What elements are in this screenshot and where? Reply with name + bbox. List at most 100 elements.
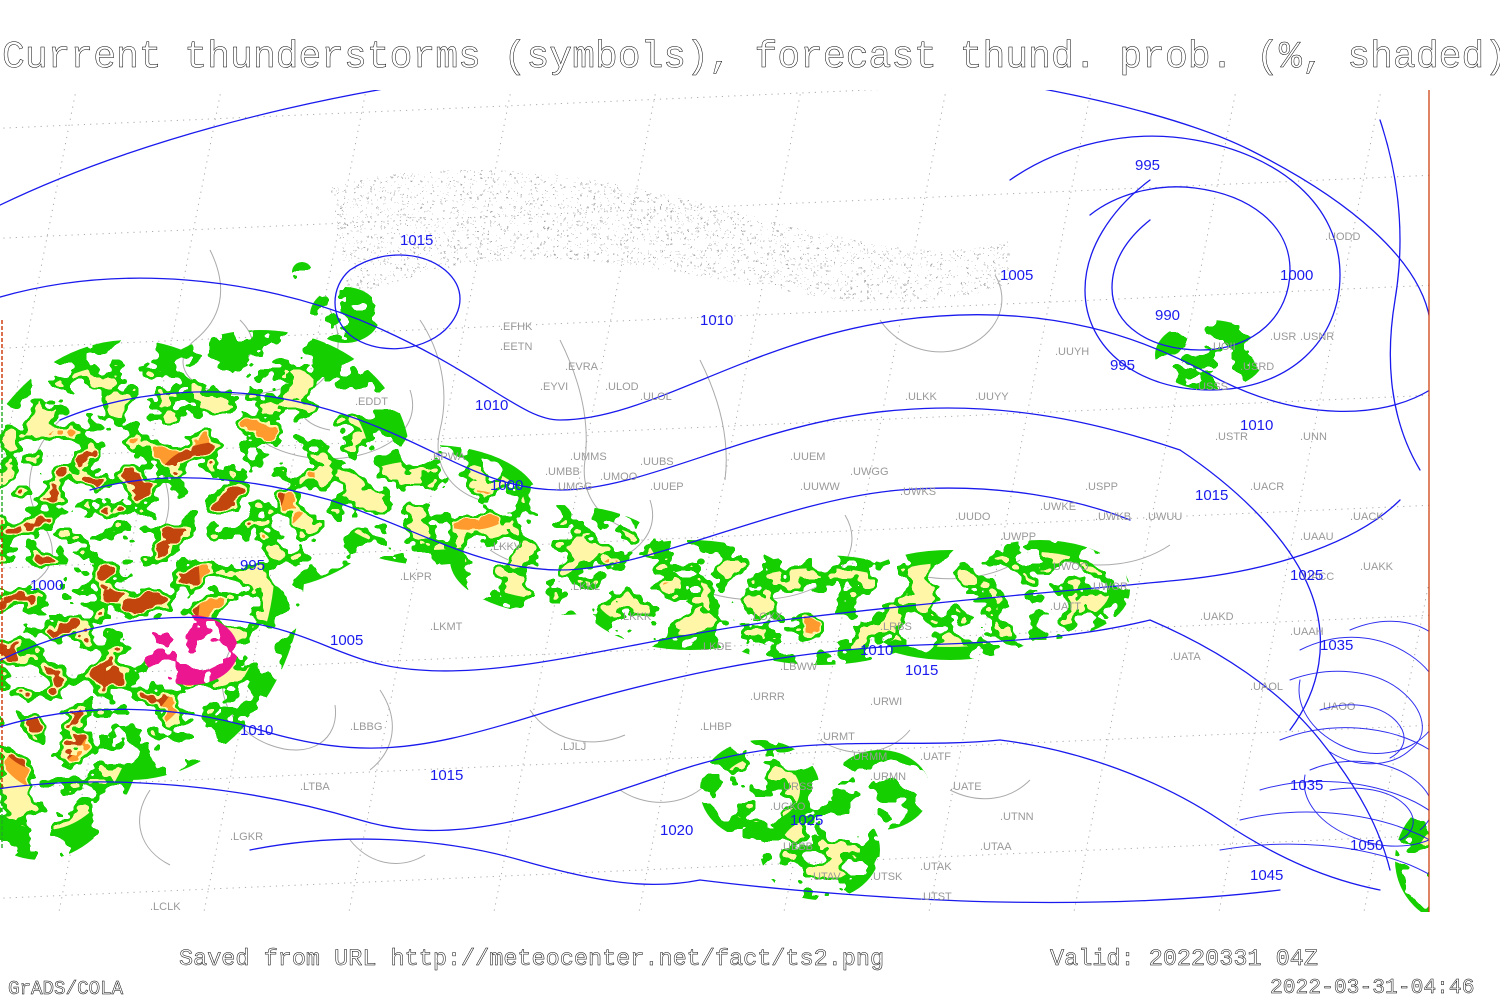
svg-text:1000: 1000 bbox=[30, 577, 63, 594]
svg-text:.URSS: .URSS bbox=[780, 781, 814, 793]
svg-text:.LBWW: .LBWW bbox=[780, 661, 818, 673]
svg-text:1015: 1015 bbox=[1195, 487, 1228, 504]
svg-text:.URWI: .URWI bbox=[870, 696, 902, 708]
svg-text:1045: 1045 bbox=[1250, 867, 1283, 884]
svg-text:.LKPR: .LKPR bbox=[400, 571, 432, 583]
svg-text:1005: 1005 bbox=[1000, 267, 1033, 284]
svg-text:.UAOO: .UAOO bbox=[1320, 701, 1356, 713]
svg-text:.UWGG: .UWGG bbox=[850, 466, 889, 478]
svg-text:1015: 1015 bbox=[905, 662, 938, 679]
svg-text:.UACR: .UACR bbox=[1250, 481, 1284, 493]
svg-text:.UWOO: .UWOO bbox=[1050, 561, 1089, 573]
svg-text:1010: 1010 bbox=[860, 642, 893, 659]
svg-text:.LKKL: .LKKL bbox=[570, 581, 600, 593]
svg-text:.UUYY: .UUYY bbox=[975, 391, 1009, 403]
svg-text:.UBBB: .UBBB bbox=[780, 841, 813, 853]
svg-text:.UWKS: .UWKS bbox=[900, 486, 936, 498]
svg-text:.UWKE: .UWKE bbox=[1040, 501, 1076, 513]
svg-text:.UMBB: .UMBB bbox=[545, 466, 580, 478]
svg-text:.LTBA: .LTBA bbox=[300, 781, 330, 793]
svg-text:1000: 1000 bbox=[490, 477, 523, 494]
svg-text:.UAOL: .UAOL bbox=[1250, 681, 1283, 693]
svg-text:.LKKK: .LKKK bbox=[620, 611, 652, 623]
svg-text:.USRD: .USRD bbox=[1240, 361, 1274, 373]
svg-text:.UOII: .UOII bbox=[1210, 341, 1236, 353]
svg-text:.UAAU: .UAAU bbox=[1300, 531, 1334, 543]
svg-text:.UUBS: .UUBS bbox=[640, 456, 674, 468]
svg-text:1010: 1010 bbox=[700, 312, 733, 329]
svg-text:.UODD: .UODD bbox=[1325, 231, 1361, 243]
svg-text:1025: 1025 bbox=[790, 812, 823, 829]
svg-text:.UWUU: .UWUU bbox=[1145, 511, 1182, 523]
svg-text:.UWOR: .UWOR bbox=[1090, 581, 1128, 593]
svg-text:.EYVI: .EYVI bbox=[540, 381, 568, 393]
svg-text:.LOXX: .LOXX bbox=[750, 611, 783, 623]
svg-text:1035: 1035 bbox=[1290, 777, 1323, 794]
svg-text:.UACK: .UACK bbox=[1350, 511, 1384, 523]
svg-text:.UTSK: .UTSK bbox=[870, 871, 903, 883]
svg-text:.URMM: .URMM bbox=[850, 751, 887, 763]
svg-text:.UMMS: .UMMS bbox=[570, 451, 607, 463]
svg-text:.UAAH: .UAAH bbox=[1290, 626, 1324, 638]
svg-text:.UATA: .UATA bbox=[1170, 651, 1201, 663]
svg-text:.URMT: .URMT bbox=[820, 731, 855, 743]
svg-text:.EFHK: .EFHK bbox=[500, 321, 533, 333]
svg-text:1035: 1035 bbox=[1320, 637, 1353, 654]
svg-text:.LCLK: .LCLK bbox=[150, 901, 181, 912]
svg-text:.LKKV: .LKKV bbox=[490, 541, 522, 553]
svg-text:.ULOL: .ULOL bbox=[640, 391, 672, 403]
svg-text:.UTAK: .UTAK bbox=[920, 861, 952, 873]
svg-text:.UTAV: .UTAV bbox=[810, 871, 841, 883]
svg-text:.UWKB: .UWKB bbox=[1095, 511, 1131, 523]
svg-text:1015: 1015 bbox=[430, 767, 463, 784]
svg-text:.ULOD: .ULOD bbox=[605, 381, 639, 393]
svg-text:.UAKD: .UAKD bbox=[1200, 611, 1234, 623]
svg-text:1015: 1015 bbox=[400, 232, 433, 249]
svg-text:.EETN: .EETN bbox=[500, 341, 532, 353]
svg-text:.LHBP: .LHBP bbox=[700, 721, 732, 733]
svg-text:1005: 1005 bbox=[330, 632, 363, 649]
svg-text:1000: 1000 bbox=[1280, 267, 1313, 284]
svg-text:.URRR: .URRR bbox=[750, 691, 785, 703]
svg-text:.UATF: .UATF bbox=[920, 751, 951, 763]
svg-text:1020: 1020 bbox=[660, 822, 693, 839]
svg-text:.USPP: .USPP bbox=[1085, 481, 1118, 493]
svg-text:995: 995 bbox=[1110, 357, 1135, 374]
svg-text:.LJLJ: .LJLJ bbox=[560, 741, 586, 753]
svg-text:.UATT: .UATT bbox=[1050, 601, 1081, 613]
svg-text:.USR: .USR bbox=[1270, 331, 1296, 343]
svg-text:.UTNN: .UTNN bbox=[1000, 811, 1034, 823]
svg-text:.USNR: .USNR bbox=[1300, 331, 1334, 343]
svg-text:.ULKK: .ULKK bbox=[905, 391, 937, 403]
svg-text:.EPWA: .EPWA bbox=[430, 451, 466, 463]
svg-text:.LKMT: .LKMT bbox=[430, 621, 463, 633]
svg-text:995: 995 bbox=[240, 557, 265, 574]
svg-text:.USSS: .USSS bbox=[1195, 381, 1228, 393]
svg-text:.UUWW: .UUWW bbox=[800, 481, 840, 493]
svg-text:990: 990 bbox=[1155, 307, 1180, 324]
svg-text:.UWPP: .UWPP bbox=[1000, 531, 1036, 543]
svg-text:.URMN: .URMN bbox=[870, 771, 906, 783]
svg-text:.UMGG: .UMGG bbox=[555, 481, 592, 493]
svg-text:1010: 1010 bbox=[240, 722, 273, 739]
svg-text:995: 995 bbox=[1135, 157, 1160, 174]
svg-text:1010: 1010 bbox=[475, 397, 508, 414]
svg-text:.UUYH: .UUYH bbox=[1055, 346, 1089, 358]
svg-text:1025: 1025 bbox=[1290, 567, 1323, 584]
svg-text:.UTST: .UTST bbox=[920, 891, 952, 903]
svg-text:.UTAA: .UTAA bbox=[980, 841, 1012, 853]
svg-text:.UNN: .UNN bbox=[1300, 431, 1327, 443]
svg-text:.LGKR: .LGKR bbox=[230, 831, 263, 843]
svg-text:.UAKK: .UAKK bbox=[1360, 561, 1394, 573]
svg-text:.EVRA: .EVRA bbox=[565, 361, 599, 373]
svg-text:.UUDO: .UUDO bbox=[955, 511, 991, 523]
svg-text:.UMOO: .UMOO bbox=[600, 471, 638, 483]
svg-text:.LBBG: .LBBG bbox=[350, 721, 382, 733]
svg-text:.UUEM: .UUEM bbox=[790, 451, 825, 463]
svg-text:.EDDT: .EDDT bbox=[355, 396, 388, 408]
svg-text:.UATE: .UATE bbox=[950, 781, 982, 793]
svg-text:1010: 1010 bbox=[1240, 417, 1273, 434]
svg-text:.LKDE: .LKDE bbox=[700, 641, 732, 653]
svg-text:.UUEP: .UUEP bbox=[650, 481, 684, 493]
svg-text:.LRBS: .LRBS bbox=[880, 621, 912, 633]
